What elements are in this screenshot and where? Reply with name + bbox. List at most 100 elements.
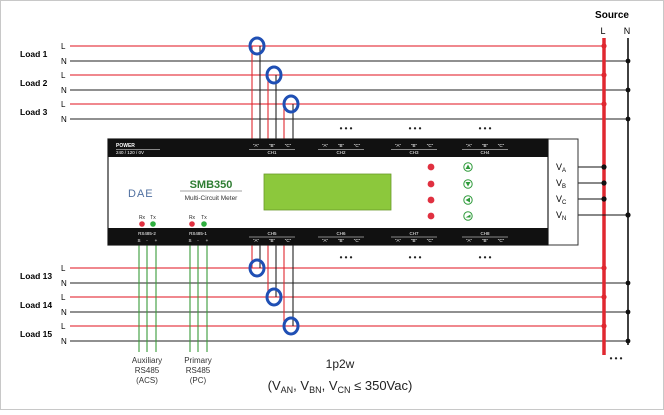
ch3-label: CH3 [409,150,418,155]
voltage-limit-note: (VAN, VBN, VCN ≤ 350Vac) [268,378,413,395]
ch8-c-label: "C" [498,238,505,243]
ch2-label: CH2 [336,150,345,155]
rs485-captions: Auxiliary RS485 (ACS) Primary RS485 (PC) [132,356,212,385]
source-n-label: N [624,26,631,36]
ellipsis-source: • • • [610,354,623,363]
power-title: POWER [116,143,135,149]
tx2-led [150,221,156,227]
rs485-cables [138,245,208,352]
bottom-terminal-strip [108,228,548,245]
junction-dot [601,43,607,49]
junction-dot [601,164,607,170]
ct-ring-load1 [248,36,266,56]
status-led-2 [427,180,435,188]
rs485-2-plus-pin: + [155,238,158,243]
source-title: Source [595,10,629,21]
junction-dot [625,338,631,344]
load2-label: Load 2 [20,78,48,88]
load1-l-tag: L [61,42,66,51]
line-tags: L N L N L N L N L N L N [61,42,67,346]
rxtx-labels: Rx Tx Rx Tx [139,215,207,221]
junction-dot [601,180,607,186]
meter-device: POWER 240 / 120 / 0V "A" "B" "C" CH1 "A"… [107,138,579,246]
enter-icon [465,214,471,218]
junction-dot [601,101,607,107]
ct-ring-load2 [265,65,283,85]
junction-dot [601,72,607,78]
arrow-left-icon [465,197,470,203]
primary-label-line1: Primary [184,356,212,365]
rs485-1-s-pin: S [188,238,191,243]
load14-l-tag: L [61,293,66,302]
top-terminal-strip [108,139,548,157]
load3-l-tag: L [61,100,66,109]
ch1-b-label: "B" [269,143,276,148]
primary-label-line3: (PC) [190,376,207,385]
junction-dot [601,323,607,329]
ch7-b-label: "B" [411,238,418,243]
arrow-down-icon [465,182,471,187]
brand-logo: DAE [128,188,154,200]
ch4-label: CH4 [480,150,489,155]
ch6-c-label: "C" [354,238,361,243]
rs485-1-plus-pin: + [206,238,209,243]
load15-label: Load 15 [20,329,52,339]
primary-label-line2: RS485 [186,366,211,375]
ch7-c-label: "C" [427,238,434,243]
junction-dot [601,294,607,300]
ch2-a-label: "A" [322,143,329,148]
rs485-2-label: RS485-2 [138,231,156,236]
ch2-c-label: "C" [354,143,361,148]
rx-label-1: Rx [189,215,196,221]
ch1-a-label: "A" [253,143,260,148]
model-name: SMB350 [190,179,233,191]
ct-ring-load3 [282,94,300,114]
ct-ring-load13 [248,258,266,278]
aux-label-line3: (ACS) [136,376,158,385]
status-led-3 [427,196,435,204]
ch6-label: CH6 [336,231,345,236]
lcd-display [263,173,392,211]
ch6-a-label: "A" [322,238,329,243]
ch5-c-label: "C" [285,238,292,243]
ct-rings [248,36,300,336]
ch8-a-label: "A" [466,238,473,243]
rx-label-2: Rx [139,215,146,221]
ch5-b-label: "B" [269,238,276,243]
nav-buttons [463,162,473,221]
tx-label-1: Tx [201,215,207,221]
top-load-lines [70,45,628,120]
ch6-b-label: "B" [338,238,345,243]
vb-label: VB [556,178,566,190]
junction-dot [625,309,631,315]
junction-dot [625,280,631,286]
vn-label: VN [556,210,566,222]
load2-n-tag: N [61,86,67,95]
rx2-led [139,221,145,227]
ellipsis-markers: • • • • • • • • • • • • • • • • • • • • … [340,124,623,363]
bottom-ct-terminals: CH5 "A" "B" "C" CH6 "A" "B" "C" CH7 "A" … [253,231,505,243]
load15-n-tag: N [61,337,67,346]
voltage-module [547,138,579,246]
junction-dot [601,196,607,202]
voltage-wiring [578,164,631,218]
ellipsis-ch4: • • • [479,124,492,133]
arrow-up-icon [465,164,471,169]
ct-wires-top [251,46,294,141]
vc-label: VC [556,194,567,206]
ch5-a-label: "A" [253,238,260,243]
va-label: VA [556,162,566,174]
ch4-c-label: "C" [498,143,505,148]
junction-dot [625,87,631,93]
nav-button-glyphs [465,164,471,218]
load1-label: Load 1 [20,49,48,59]
wiring-type-title: 1p2w [326,357,355,371]
ch4-a-label: "A" [466,143,473,148]
ellipsis-ch6: • • • [340,253,353,262]
ch3-c-label: "C" [427,143,434,148]
junction-dot [625,58,631,64]
source-l-label: L [600,26,605,36]
ch3-b-label: "B" [411,143,418,148]
